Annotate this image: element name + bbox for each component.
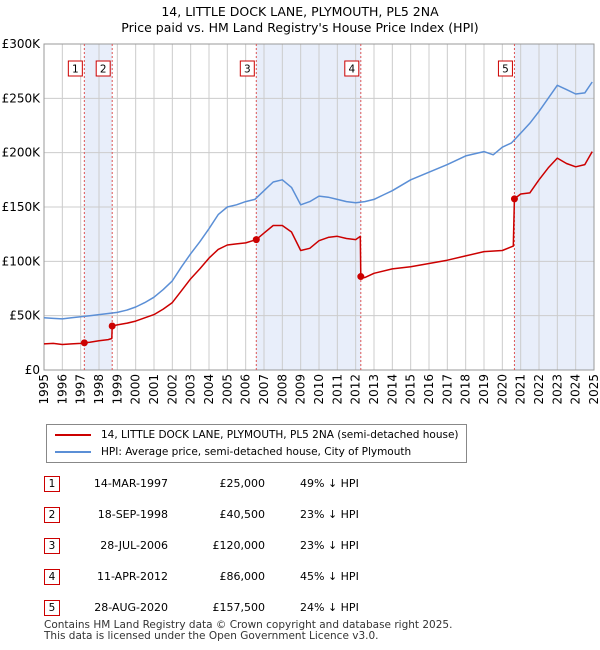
sale-marker-badge: 2 [44, 507, 60, 523]
x-tick-label: 2000 [129, 374, 143, 405]
footer: Contains HM Land Registry data © Crown c… [44, 620, 452, 642]
x-tick-label: 2017 [440, 374, 454, 405]
sale-point [80, 339, 88, 347]
y-tick-label: £250K [2, 91, 42, 105]
y-tick-label: £100K [2, 254, 42, 268]
price-chart: £0 £50K £100K £150K £200K £250K £300K 1995 1996 1… [2, 37, 600, 405]
y-tick-label: £150K [2, 200, 42, 214]
legend-item-hpi: HPI: Average price, semi-detached house,… [55, 444, 411, 460]
x-tick-label: 2019 [477, 374, 491, 405]
y-tick-label: £0 [25, 363, 40, 377]
legend-swatch-property [55, 434, 91, 436]
sale-hpi-diff: 24% ↓ HPI [300, 601, 359, 614]
sale-number-label: 5 [502, 64, 509, 76]
y-tick-label: £200K [2, 146, 42, 160]
y-tick-label: £50K [9, 309, 41, 323]
x-tick-label: 2002 [165, 374, 179, 405]
sale-date: 11-APR-2012 [96, 570, 168, 583]
sale-number-box [497, 60, 513, 77]
x-tick-label: 1995 [37, 374, 51, 405]
footer-copyright: Contains HM Land Registry data © Crown c… [44, 619, 453, 631]
sale-number-box [67, 60, 83, 77]
x-tick-label: 2012 [349, 374, 363, 405]
x-tick-label: 2005 [220, 374, 234, 405]
sale-price: £25,000 [219, 477, 266, 490]
y-tick-label: £300K [2, 37, 42, 51]
x-tick-label: 2006 [239, 374, 253, 405]
x-tick-label: 1997 [74, 374, 88, 405]
table-row: 4 11-APR-2012 £86,000 45% ↓ HPI [0, 567, 600, 591]
sale-number-label: 4 [348, 64, 355, 76]
plot-border [43, 43, 595, 371]
sale-price: £157,500 [212, 601, 266, 614]
x-tick-label: 1999 [110, 374, 124, 405]
sale-number-box [95, 60, 111, 77]
x-tick-label: 2003 [184, 374, 198, 405]
sale-date: 18-SEP-1998 [97, 508, 168, 521]
table-row: 1 14-MAR-1997 £25,000 49% ↓ HPI [0, 474, 600, 498]
x-tick-label: 2016 [422, 374, 436, 405]
x-tick-label: 2024 [569, 374, 583, 405]
x-tick-label: 2020 [495, 374, 509, 405]
sale-marker-badge: 1 [44, 476, 60, 492]
footer-licence: This data is licensed under the Open Gov… [44, 630, 379, 642]
legend: 14, LITTLE DOCK LANE, PLYMOUTH, PL5 2NA … [46, 424, 467, 463]
sale-hpi-diff: 23% ↓ HPI [300, 508, 359, 521]
x-tick-label: 2018 [459, 374, 473, 405]
sale-marker-badge: 5 [44, 600, 60, 616]
table-row: 2 18-SEP-1998 £40,500 23% ↓ HPI [0, 505, 600, 529]
sale-marker-badge: 3 [44, 538, 60, 554]
x-tick-label: 2014 [385, 374, 399, 405]
sale-number-label: 2 [100, 64, 107, 76]
x-tick-label: 2010 [312, 374, 326, 405]
sale-date: 28-JUL-2006 [100, 539, 168, 552]
x-tick-label: 2009 [294, 374, 308, 405]
x-tick-label: 2011 [330, 374, 344, 405]
x-tick-label: 1998 [92, 374, 106, 405]
legend-swatch-hpi [55, 451, 91, 453]
chart-subtitle: Price paid vs. HM Land Registry's House … [121, 20, 479, 35]
hpi-line [43, 81, 593, 320]
sale-date: 14-MAR-1997 [93, 477, 168, 490]
sale-point [510, 195, 518, 203]
x-tick-label: 2008 [275, 374, 289, 405]
sale-hpi-diff: 45% ↓ HPI [300, 570, 359, 583]
sale-point [252, 236, 260, 244]
sale-hpi-diff: 49% ↓ HPI [300, 477, 359, 490]
sale-number-box [344, 60, 360, 77]
sale-number-box [239, 60, 255, 77]
sale-marker-badge: 4 [44, 569, 60, 585]
x-tick-label: 2004 [202, 374, 216, 405]
x-tick-label: 2007 [257, 374, 271, 405]
x-tick-label: 2022 [532, 374, 546, 405]
sale-date: 28-AUG-2020 [94, 601, 168, 614]
table-row: 5 28-AUG-2020 £157,500 24% ↓ HPI [0, 598, 600, 622]
sale-point [357, 273, 365, 281]
sale-hpi-diff: 23% ↓ HPI [300, 539, 359, 552]
sale-price: £86,000 [219, 570, 266, 583]
table-row: 3 28-JUL-2006 £120,000 23% ↓ HPI [0, 536, 600, 560]
legend-label-property: 14, LITTLE DOCK LANE, PLYMOUTH, PL5 2NA … [101, 429, 459, 441]
x-tick-label: 2025 [587, 374, 600, 405]
sale-point [108, 322, 116, 330]
x-tick-label: 2001 [147, 374, 161, 405]
legend-item-property: 14, LITTLE DOCK LANE, PLYMOUTH, PL5 2NA … [55, 427, 459, 443]
x-tick-label: 2023 [550, 374, 564, 405]
x-tick-label: 1996 [55, 374, 69, 405]
legend-label-hpi: HPI: Average price, semi-detached house,… [101, 446, 412, 458]
x-tick-label: 2015 [404, 374, 418, 405]
sale-price: £120,000 [212, 539, 266, 552]
x-tick-label: 2021 [514, 374, 528, 405]
sale-number-label: 3 [244, 64, 251, 76]
sale-number-label: 1 [72, 64, 79, 76]
sale-price: £40,500 [219, 508, 266, 521]
x-tick-label: 2013 [367, 374, 381, 405]
chart-title: 14, LITTLE DOCK LANE, PLYMOUTH, PL5 2NA [161, 4, 439, 19]
